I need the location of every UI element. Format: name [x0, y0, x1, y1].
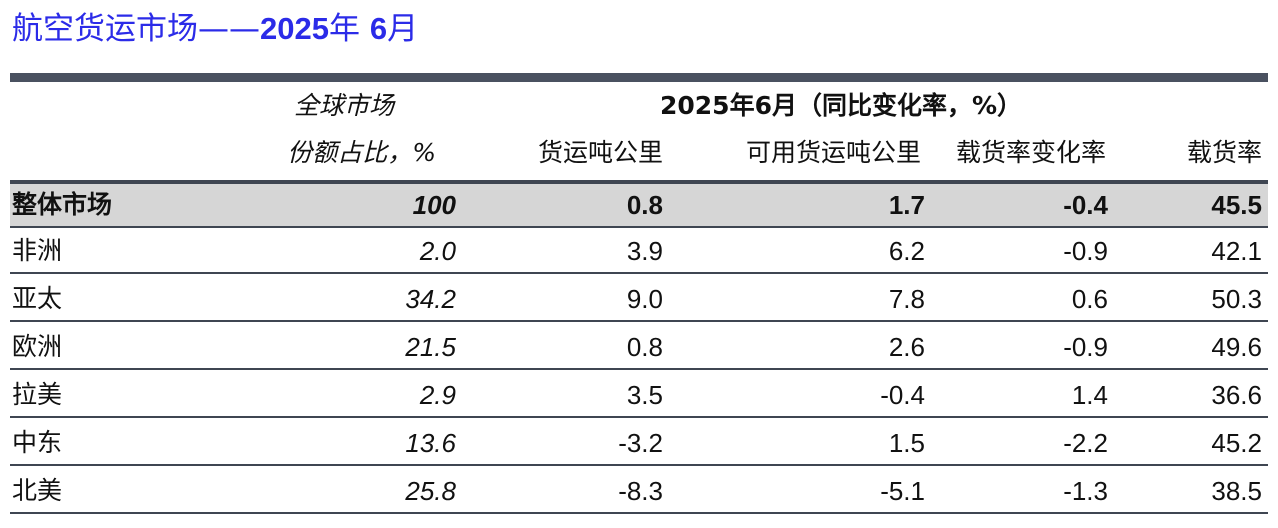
- row-region-name: 整体市场: [12, 190, 113, 219]
- row-ctk-change: 0.8: [626, 332, 663, 362]
- row-actk-change: -0.4: [880, 380, 925, 410]
- header-col-actk: 可用货运吨公里: [745, 138, 921, 167]
- row-load-factor: 45.5: [1211, 190, 1262, 220]
- title-month-suffix: 月: [387, 11, 419, 47]
- table-row: 拉美 2.9 3.5 -0.4 1.4 36.6: [10, 372, 1268, 418]
- table-row: 中东 13.6 -3.2 1.5 -2.2 45.2: [10, 420, 1268, 466]
- row-load-factor: 49.6: [1211, 332, 1262, 362]
- row-load-factor: 42.1: [1211, 236, 1262, 266]
- table-row: 欧洲 21.5 0.8 2.6 -0.9 49.6: [10, 324, 1268, 370]
- row-region-name: 欧洲: [12, 332, 63, 361]
- row-ctk-change: 3.5: [626, 380, 663, 410]
- row-load-factor: 45.2: [1211, 428, 1262, 458]
- header-share-line2: 份额占比，%: [287, 138, 436, 167]
- row-load-factor-change: -0.9: [1063, 332, 1108, 362]
- row-market-share: 34.2: [405, 284, 456, 314]
- table-row: 北美 25.8 -8.3 -5.1 -1.3 38.5: [10, 468, 1268, 514]
- row-ctk-change: -3.2: [618, 428, 663, 458]
- row-actk-change: 7.8: [888, 284, 925, 314]
- table-row-total: 整体市场 100 0.8 1.7 -0.4 45.5: [10, 180, 1268, 228]
- header-period-label: 2025年6月（同比变化率，%）: [660, 91, 1023, 120]
- row-load-factor: 38.5: [1211, 476, 1262, 506]
- row-market-share: 13.6: [405, 428, 456, 458]
- row-ctk-change: 0.8: [626, 190, 663, 220]
- row-actk-change: 1.5: [888, 428, 925, 458]
- row-actk-change: -5.1: [880, 476, 925, 506]
- title-prefix: 航空货运市场——: [12, 11, 260, 47]
- row-market-share: 100: [412, 190, 456, 220]
- row-actk-change: 2.6: [888, 332, 925, 362]
- row-region-name: 拉美: [12, 380, 63, 409]
- row-actk-change: 1.7: [888, 190, 925, 220]
- table-row: 亚太 34.2 9.0 7.8 0.6 50.3: [10, 276, 1268, 322]
- row-load-factor-change: -1.3: [1063, 476, 1108, 506]
- row-ctk-change: 3.9: [626, 236, 663, 266]
- row-load-factor-change: -0.9: [1063, 236, 1108, 266]
- row-load-factor: 50.3: [1211, 284, 1262, 314]
- row-region-name: 中东: [12, 428, 63, 457]
- table-row: 非洲 2.0 3.9 6.2 -0.9 42.1: [10, 228, 1268, 274]
- header-share-line1: 全球市场: [293, 91, 394, 120]
- row-market-share: 2.0: [419, 236, 456, 266]
- row-load-factor-change: -0.4: [1063, 190, 1108, 220]
- row-market-share: 2.9: [419, 380, 456, 410]
- row-actk-change: 6.2: [888, 236, 925, 266]
- header-col-lf: 载货率: [1186, 138, 1262, 167]
- title-year-suffix: 年: [328, 11, 370, 47]
- row-load-factor-change: 1.4: [1071, 380, 1108, 410]
- row-market-share: 21.5: [405, 332, 456, 362]
- row-ctk-change: 9.0: [626, 284, 663, 314]
- header-col-ctk: 货运吨公里: [537, 138, 663, 167]
- title-year: 2025: [260, 11, 329, 46]
- title-month: 6: [369, 11, 388, 46]
- row-region-name: 北美: [12, 476, 63, 505]
- row-ctk-change: -8.3: [618, 476, 663, 506]
- row-market-share: 25.8: [405, 476, 456, 506]
- header-col-lf-change: 载货率变化率: [955, 138, 1106, 167]
- row-load-factor-change: 0.6: [1071, 284, 1108, 314]
- row-region-name: 非洲: [12, 236, 63, 265]
- row-region-name: 亚太: [12, 284, 63, 313]
- page-title: 航空货运市场——2025年 6月: [12, 8, 418, 50]
- row-load-factor: 36.6: [1211, 380, 1262, 410]
- table-top-rule: [10, 73, 1268, 82]
- row-load-factor-change: -2.2: [1063, 428, 1108, 458]
